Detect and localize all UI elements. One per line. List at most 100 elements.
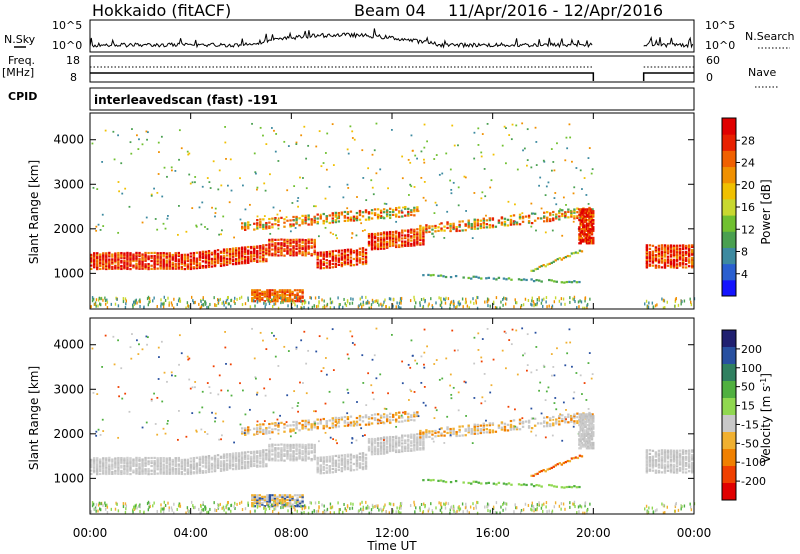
echo-cell <box>129 466 132 469</box>
echo-cell <box>687 459 691 462</box>
echo-cell <box>289 254 292 257</box>
echo-cell <box>518 216 522 219</box>
echo-cell <box>379 209 383 212</box>
echo-cell <box>395 305 397 309</box>
echo-cell <box>192 262 196 265</box>
echo-cell <box>569 341 572 344</box>
echo-cell <box>105 256 108 259</box>
echo-cell <box>129 267 132 271</box>
echo-cell <box>651 301 654 305</box>
echo-cell <box>298 422 301 425</box>
echo-cell <box>264 394 267 397</box>
echo-cell <box>645 463 649 466</box>
echo-cell <box>261 293 264 297</box>
echo-cell <box>307 246 310 249</box>
echo-cell <box>108 267 111 270</box>
echo-cell <box>304 254 307 257</box>
echo-cell <box>440 227 443 230</box>
echo-cell <box>398 215 401 218</box>
echo-cell <box>102 256 105 260</box>
echo-cell <box>422 236 425 240</box>
echo-cell <box>660 257 664 260</box>
echo-cell <box>198 463 202 467</box>
echo-cell <box>129 464 132 467</box>
echo-cell <box>168 256 171 260</box>
echo-cell <box>385 408 388 410</box>
echo-cell <box>543 216 546 219</box>
echo-cell <box>579 420 582 423</box>
echo-cell <box>325 460 328 463</box>
echo-cell <box>353 343 356 346</box>
echo-cell <box>582 438 585 441</box>
echo-cell <box>171 458 174 462</box>
echo-cell <box>358 251 362 254</box>
echo-cell <box>268 238 271 242</box>
echo-cell <box>295 143 298 146</box>
echo-cell <box>370 243 374 247</box>
echo-cell <box>117 472 120 475</box>
echo-cell <box>589 229 592 232</box>
echo-cell <box>289 252 292 256</box>
echo-cell <box>268 443 271 447</box>
echo-cell <box>364 434 366 437</box>
echo-cell <box>567 210 570 214</box>
echo-cell <box>509 425 513 428</box>
echo-cell <box>485 223 489 226</box>
echo-cell <box>96 266 99 269</box>
echo-cell <box>265 260 268 263</box>
echo-cell <box>584 220 587 223</box>
echo-cell <box>210 456 214 459</box>
echo-cell <box>376 247 380 251</box>
echo-cell <box>160 302 162 306</box>
echo-cell <box>678 250 682 254</box>
echo-cell <box>373 242 377 245</box>
echo-cell <box>651 244 655 247</box>
echo-cell <box>479 429 482 433</box>
echo-cell <box>573 208 576 211</box>
echo-cell <box>367 445 371 448</box>
echo-cell <box>512 220 516 223</box>
echo-cell <box>141 267 144 270</box>
echo-cell <box>134 299 136 303</box>
echo-cell <box>675 255 679 258</box>
echo-cell <box>588 231 591 234</box>
echo-cell <box>290 225 293 227</box>
echo-cell <box>241 246 244 249</box>
echo-cell <box>265 455 268 458</box>
echo-cell <box>505 297 508 301</box>
nsky-label: N.Sky <box>4 33 36 46</box>
echo-cell <box>268 448 271 451</box>
echo-cell <box>373 240 377 243</box>
echo-cell <box>473 362 476 365</box>
echo-cell <box>373 235 377 239</box>
echo-cell <box>114 464 117 467</box>
echo-cell <box>259 260 262 263</box>
echo-cell <box>590 231 594 234</box>
echo-cell <box>294 303 296 307</box>
echo-cell <box>126 468 129 471</box>
echo-cell <box>277 365 280 367</box>
echo-cell <box>271 248 274 251</box>
echo-cell <box>316 261 319 264</box>
echo-cell <box>645 451 649 454</box>
echo-cell <box>675 451 679 454</box>
echo-cell <box>347 152 350 155</box>
echo-cell <box>198 251 202 254</box>
echo-cell <box>160 135 163 138</box>
echo-cell <box>462 305 464 309</box>
echo-cell <box>352 422 356 425</box>
echo-cell <box>276 418 279 421</box>
echo-cell <box>669 465 673 468</box>
echo-cell <box>286 454 289 458</box>
echo-cell <box>592 213 595 216</box>
echo-cell <box>413 244 416 247</box>
echo-cell <box>212 160 215 163</box>
echo-cell <box>681 460 685 463</box>
echo-cell <box>400 296 403 300</box>
echo-cell <box>555 215 558 218</box>
echo-cell <box>274 238 277 241</box>
echo-cell <box>657 452 661 455</box>
echo-cell <box>150 399 153 402</box>
echo-cell <box>286 249 289 253</box>
echo-cell <box>329 297 332 301</box>
